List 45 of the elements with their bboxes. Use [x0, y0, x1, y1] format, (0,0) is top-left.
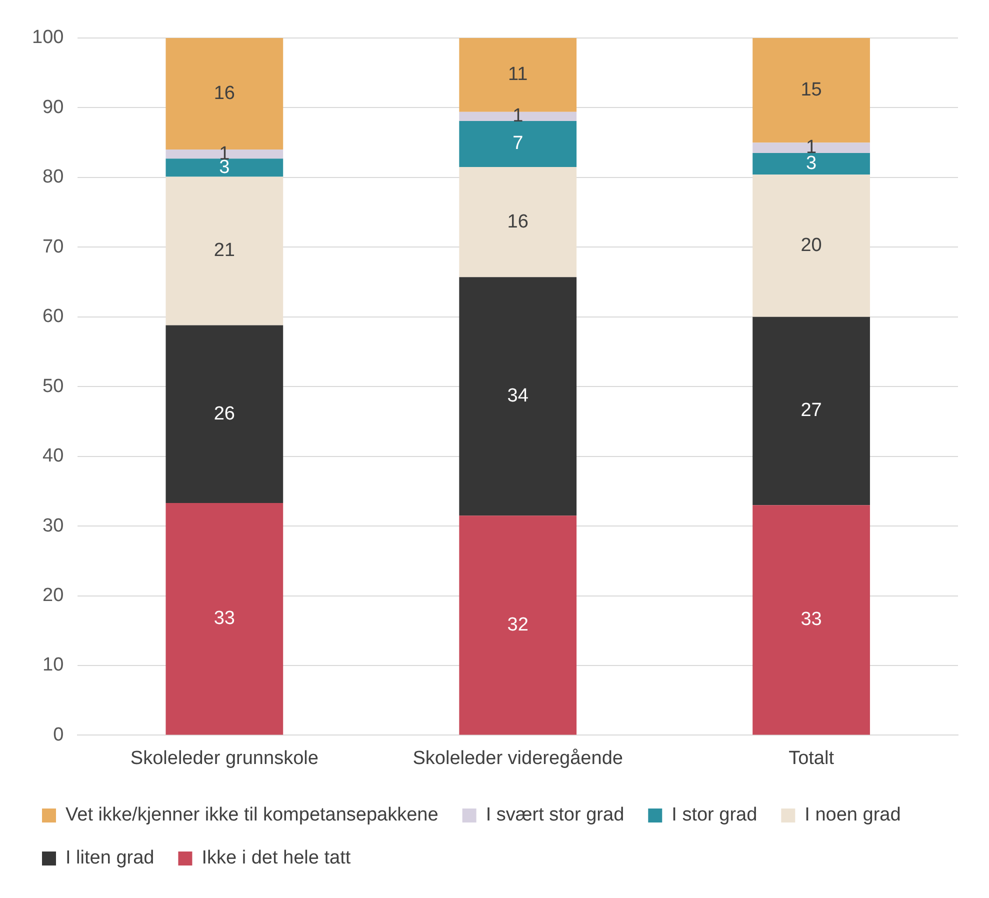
data-label: 16 — [507, 211, 528, 232]
y-tick-label: 50 — [42, 376, 64, 397]
bar — [166, 325, 284, 504]
bar — [459, 120, 577, 167]
y-tick-label: 100 — [32, 27, 64, 48]
y-tick-label: 80 — [42, 166, 64, 188]
y-tick-label: 10 — [42, 654, 64, 676]
data-label: 32 — [507, 614, 528, 636]
legend-label: Vet ikke/kjenner ikke til kompetansepakkene — [66, 804, 438, 826]
bar — [752, 505, 870, 735]
bar — [752, 316, 870, 506]
bar — [459, 277, 577, 516]
data-label: 16 — [214, 83, 235, 104]
data-label: 20 — [800, 235, 822, 256]
legend-label: I noen grad — [804, 804, 901, 826]
y-tick-label: 30 — [42, 515, 64, 536]
y-tick-label: 90 — [42, 96, 64, 118]
y-tick-label: 70 — [42, 236, 64, 258]
legend-label: I svært stor grad — [486, 804, 624, 826]
bar — [166, 176, 284, 326]
data-label: 27 — [800, 400, 822, 422]
data-label: 21 — [214, 240, 235, 262]
bar — [459, 166, 577, 278]
y-tick-label: 0 — [53, 724, 64, 746]
data-label: 34 — [507, 386, 529, 407]
data-label: 26 — [214, 403, 235, 424]
legend-label: I stor grad — [672, 804, 758, 826]
data-label: 33 — [800, 609, 822, 630]
x-tick-label: Skoleleder grunnskole — [130, 748, 318, 769]
bar — [166, 158, 284, 177]
x-tick-label: Skoleleder videregående — [412, 748, 623, 769]
data-label: 7 — [512, 133, 524, 154]
y-tick-label: 20 — [42, 584, 64, 606]
bar — [752, 174, 870, 317]
legend-label: Ikke i det hele tatt — [202, 848, 352, 869]
x-tick-label: Totalt — [788, 748, 835, 769]
data-label: 15 — [800, 80, 822, 101]
bar — [459, 516, 577, 735]
y-tick-label: 40 — [42, 446, 64, 467]
data-label: 11 — [508, 64, 528, 86]
data-label: 33 — [214, 608, 235, 630]
bar — [166, 503, 284, 735]
y-tick-label: 60 — [42, 306, 64, 328]
bar — [752, 153, 870, 175]
legend-label: I liten grad — [66, 848, 154, 869]
